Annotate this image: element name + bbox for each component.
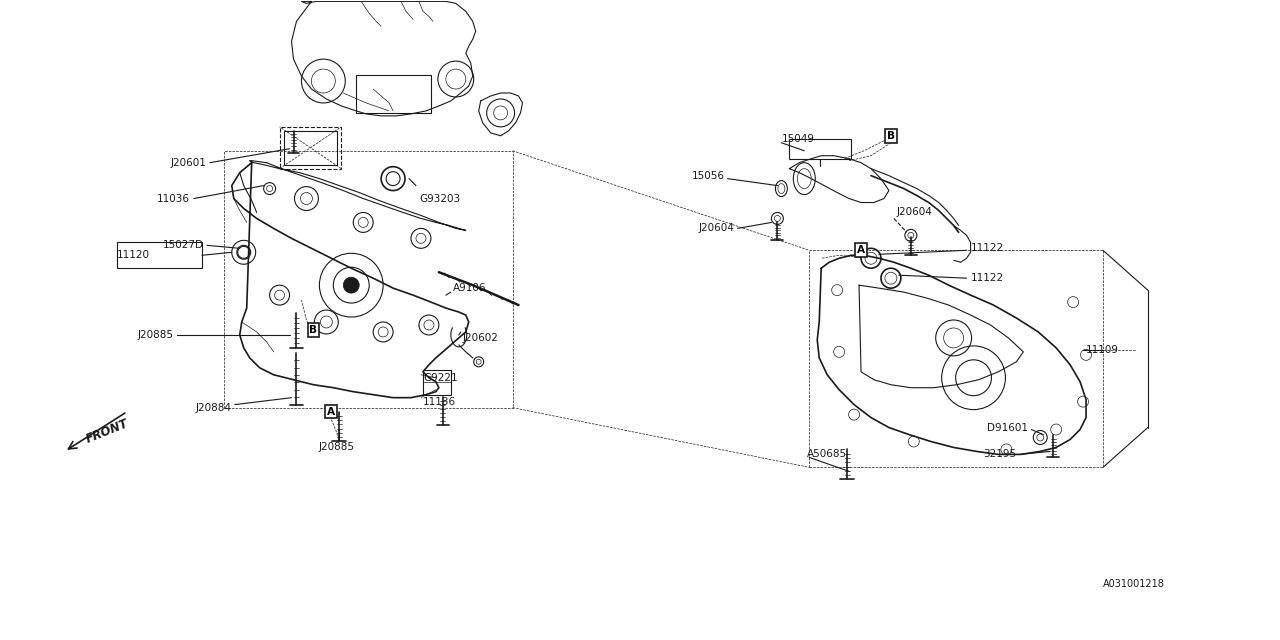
Bar (422, 370, 451, 395)
Text: J20601: J20601 (172, 157, 207, 168)
Text: 15056: 15056 (691, 171, 724, 180)
Text: J20602: J20602 (463, 333, 499, 343)
Bar (279, 127, 342, 169)
Circle shape (1080, 349, 1092, 360)
Circle shape (1078, 396, 1088, 407)
Text: 11122: 11122 (970, 243, 1004, 253)
Text: 11109: 11109 (1085, 345, 1119, 355)
Bar (284, 131, 338, 164)
Circle shape (1051, 424, 1061, 435)
Circle shape (1001, 444, 1012, 455)
Circle shape (238, 246, 250, 259)
Text: J20884: J20884 (196, 403, 232, 413)
Circle shape (1068, 296, 1079, 308)
Text: J20604: J20604 (897, 207, 933, 218)
Text: J20885: J20885 (319, 442, 355, 452)
Circle shape (832, 285, 842, 296)
Text: 11136: 11136 (422, 397, 456, 406)
Circle shape (343, 277, 360, 293)
Text: 11120: 11120 (118, 250, 150, 260)
Text: J20885: J20885 (138, 330, 174, 340)
Text: 11122: 11122 (970, 273, 1004, 283)
Text: A50685: A50685 (808, 449, 847, 460)
Text: B: B (887, 131, 895, 141)
Text: J20604: J20604 (699, 223, 735, 234)
Bar (790, 139, 851, 159)
Circle shape (833, 346, 845, 357)
Text: B: B (310, 325, 317, 335)
Text: 32195: 32195 (983, 449, 1016, 460)
Text: A031001218: A031001218 (1103, 579, 1165, 589)
Circle shape (909, 436, 919, 447)
Text: A: A (858, 245, 865, 255)
Text: 11036: 11036 (157, 193, 189, 204)
Text: A9106: A9106 (453, 283, 486, 293)
Text: 15049: 15049 (781, 134, 814, 144)
Bar (118, 243, 202, 268)
Text: A: A (328, 406, 335, 417)
Text: 15027D: 15027D (163, 241, 204, 250)
Text: FRONT: FRONT (84, 417, 131, 446)
Text: G93203: G93203 (419, 193, 460, 204)
Text: D91601: D91601 (987, 422, 1028, 433)
Circle shape (849, 409, 860, 420)
Text: G9221: G9221 (422, 372, 457, 383)
Bar (356, 75, 431, 113)
